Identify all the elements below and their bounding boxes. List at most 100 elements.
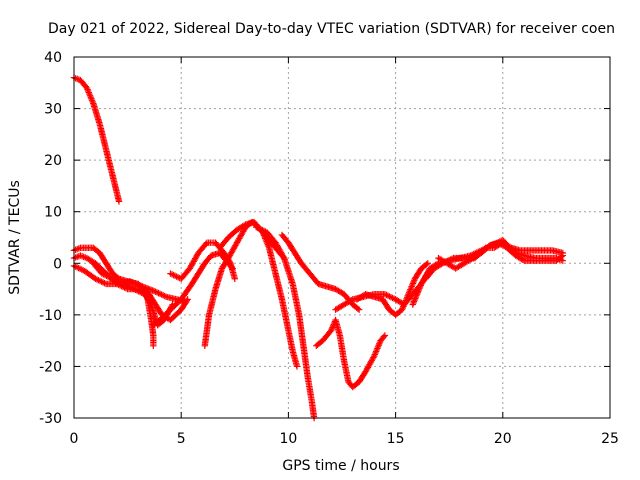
- data-point: [202, 240, 210, 248]
- data-point: [74, 253, 81, 261]
- data-point: [423, 261, 430, 268]
- data-point: [126, 283, 133, 291]
- data-point: [558, 253, 565, 260]
- data-point: [109, 275, 116, 282]
- data-point: [381, 291, 389, 298]
- data-point: [74, 245, 81, 253]
- data-point: [383, 291, 390, 299]
- x-tick-label: 15: [387, 431, 405, 447]
- x-tick-label: 25: [601, 431, 619, 447]
- data-point: [412, 295, 419, 302]
- data-point: [113, 277, 121, 285]
- series-arc-9: [216, 218, 301, 370]
- data-point: [101, 271, 109, 279]
- data-point: [380, 333, 388, 340]
- data-point: [127, 284, 135, 291]
- x-tick-label: 5: [177, 431, 186, 447]
- data-point: [416, 285, 423, 292]
- data-point: [96, 277, 104, 285]
- data-point: [100, 271, 107, 278]
- data-point: [130, 285, 138, 293]
- data-point: [256, 225, 263, 232]
- data-point: [167, 270, 174, 277]
- series-arc-3: [70, 252, 157, 349]
- x-tick-label: 20: [494, 431, 512, 447]
- data-point: [253, 223, 260, 231]
- data-point: [519, 256, 527, 264]
- data-point: [110, 276, 118, 283]
- series-arc-6: [150, 249, 236, 329]
- data-point: [95, 277, 102, 284]
- data-point: [173, 273, 180, 280]
- data-point: [411, 296, 418, 304]
- data-point: [150, 342, 157, 349]
- data-point: [75, 264, 82, 272]
- data-point: [171, 272, 179, 280]
- data-point: [259, 226, 266, 234]
- data-point: [73, 264, 81, 271]
- data-point: [98, 270, 106, 277]
- data-point: [412, 293, 420, 301]
- y-tick-label: -30: [39, 411, 62, 427]
- data-point: [115, 278, 122, 285]
- data-point: [384, 292, 392, 299]
- data-point: [410, 298, 418, 305]
- data-point: [158, 291, 165, 298]
- data-point: [413, 291, 421, 298]
- data-point: [409, 301, 416, 308]
- data-point: [117, 279, 124, 286]
- data-point: [354, 305, 362, 312]
- data-point: [92, 275, 99, 282]
- data-point: [121, 281, 129, 288]
- data-point: [410, 299, 417, 307]
- data-point: [348, 297, 355, 304]
- data-point: [182, 298, 189, 306]
- data-point: [170, 271, 177, 279]
- data-point: [240, 222, 248, 229]
- data-point: [99, 279, 107, 286]
- data-point: [98, 278, 105, 285]
- series-arc-14: [353, 260, 431, 319]
- data-point: [415, 286, 423, 294]
- data-point: [123, 282, 130, 289]
- data-point: [386, 293, 393, 300]
- data-point: [448, 255, 456, 263]
- y-tick-label: -10: [39, 308, 62, 324]
- data-point: [93, 276, 101, 283]
- data-point: [370, 354, 377, 361]
- data-point: [107, 274, 115, 282]
- data-point: [416, 283, 424, 291]
- data-point: [414, 289, 421, 296]
- data-point: [231, 275, 238, 282]
- data-point: [101, 279, 108, 287]
- x-axis-label: GPS time / hours: [282, 458, 399, 474]
- data-point: [161, 292, 168, 300]
- y-tick-label: -20: [39, 359, 62, 375]
- chart-title: Day 021 of 2022, Sidereal Day-to-day VTE…: [48, 21, 615, 37]
- data-point: [118, 279, 125, 287]
- data-point: [387, 293, 395, 301]
- data-point: [124, 282, 132, 290]
- data-point: [135, 288, 142, 295]
- data-point: [168, 271, 176, 278]
- data-point: [260, 227, 268, 235]
- data-point: [129, 285, 136, 292]
- data-point: [417, 282, 424, 289]
- data-point: [78, 266, 85, 273]
- data-point: [156, 290, 164, 298]
- data-point: [424, 260, 431, 267]
- data-point: [103, 272, 110, 280]
- y-tick-label: 40: [44, 50, 62, 66]
- data-point: [389, 294, 396, 302]
- y-tick-label: 0: [53, 256, 62, 272]
- data-point: [147, 300, 154, 307]
- data-point: [153, 289, 161, 296]
- grid-layer: [74, 57, 610, 418]
- y-tick-label: 10: [44, 205, 62, 221]
- x-tick-label: 10: [279, 431, 297, 447]
- data-point: [115, 198, 123, 205]
- data-point: [72, 263, 79, 270]
- data-point: [106, 274, 113, 281]
- data-point: [257, 226, 265, 233]
